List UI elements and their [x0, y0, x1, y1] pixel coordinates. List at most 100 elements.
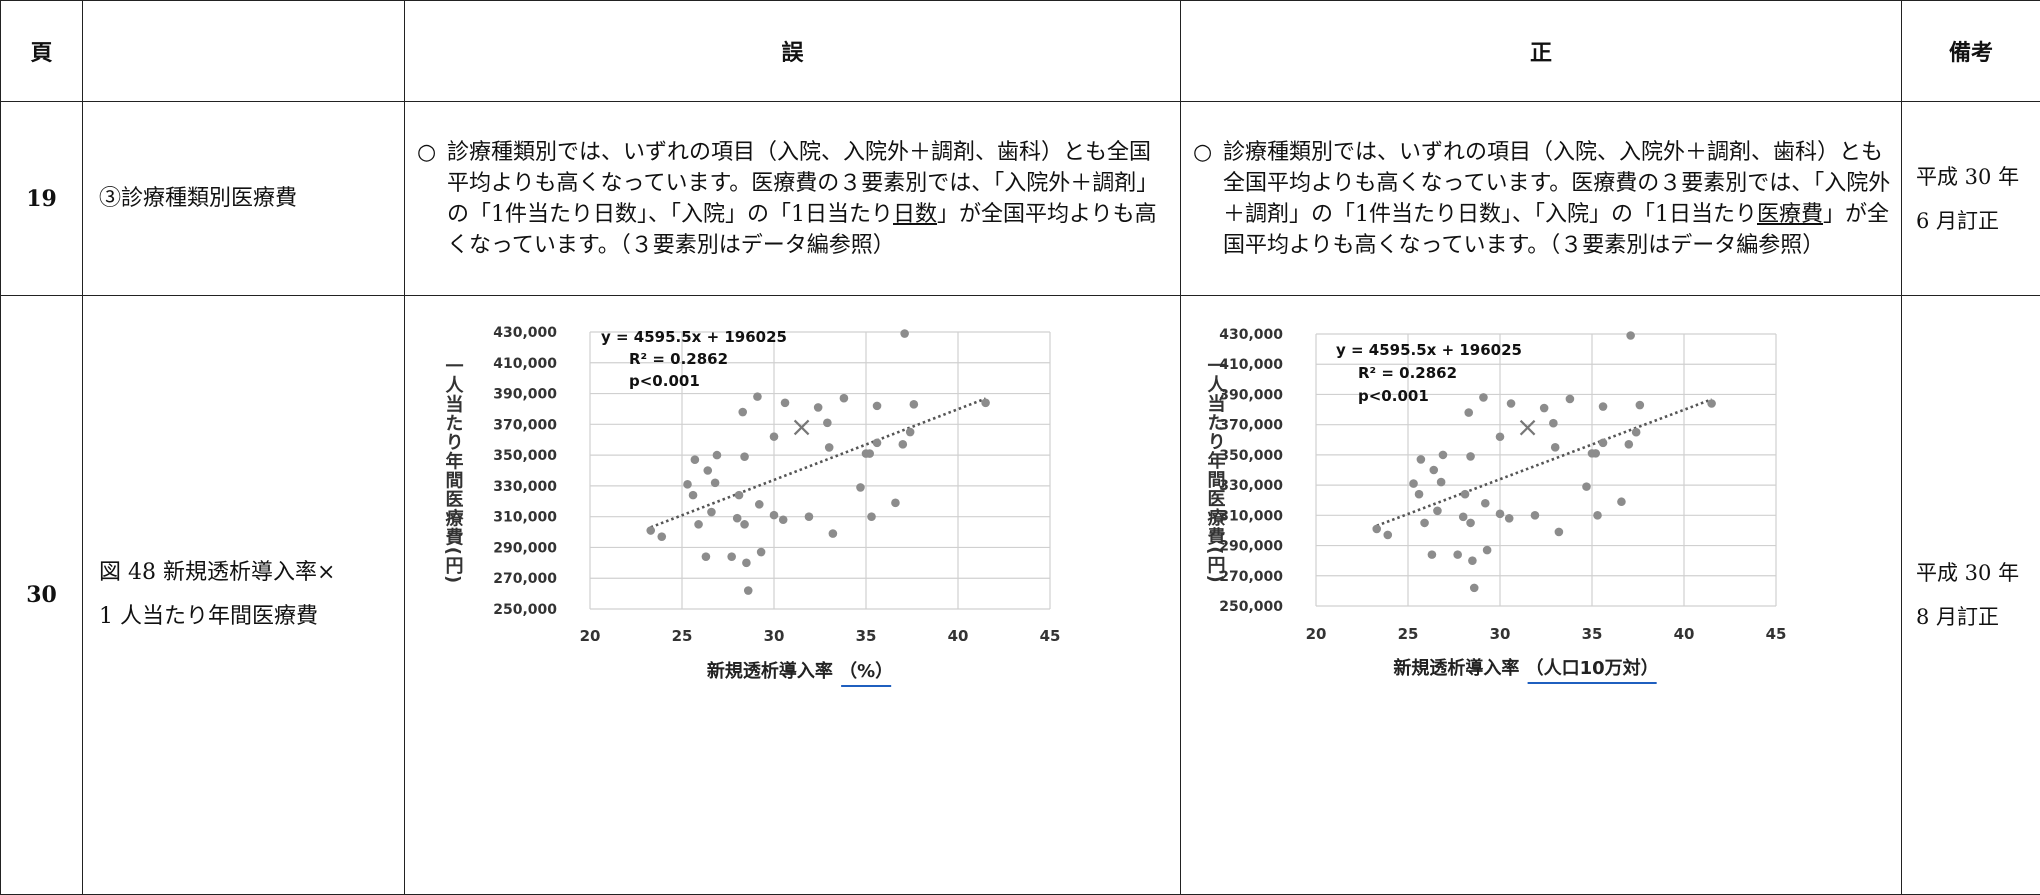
data-point	[1626, 330, 1635, 340]
y-tick-label: 370,000	[493, 417, 557, 433]
data-point	[712, 450, 722, 459]
data-point	[742, 558, 751, 567]
data-point	[1383, 530, 1393, 539]
data-point	[1416, 454, 1426, 464]
wrong-text-part1: 診療種類別では、いずれの項目（入院、入院外＋調剤、歯科）とも全国平均よりも高くな…	[447, 139, 1159, 227]
right-text-part1: 診療種類別では、いずれの項目（入院、入院外＋調剤、歯科）とも全国平均よりも高くな…	[1223, 139, 1891, 227]
data-point	[703, 465, 713, 475]
y-tick-label: 390,000	[1219, 387, 1283, 403]
y-tick-label: 330,000	[1219, 478, 1283, 494]
wrong-scatter-chart: 20 25 30 35 40 45 430,000 410,000 390,000 370,000…	[443, 325, 1060, 687]
data-point	[891, 498, 900, 507]
data-point	[1420, 518, 1429, 527]
item-title: ③診療種類別医療費	[82, 101, 405, 296]
data-point	[1598, 438, 1608, 447]
data-point	[1429, 465, 1439, 474]
data-point	[1591, 448, 1600, 458]
circle-bullet: ○	[417, 139, 437, 165]
data-point	[824, 442, 834, 452]
data-point	[690, 454, 700, 464]
wrong-chart-cell: 20 25 30 35 40 45 430,000 410,000 390,000 370,000…	[404, 295, 1181, 895]
y-tick-label: 250,000	[1219, 599, 1283, 615]
y-tick-label: 290,000	[1219, 538, 1283, 554]
note-cell: 平成 30 年 6 月訂正	[1901, 101, 2040, 296]
data-point	[740, 519, 749, 529]
header-wrong: 誤	[404, 0, 1181, 102]
data-point	[1565, 394, 1575, 403]
data-point	[734, 490, 744, 499]
data-point	[1530, 510, 1540, 520]
data-point	[813, 402, 823, 412]
data-point	[909, 399, 919, 409]
data-point	[828, 528, 838, 538]
data-point	[732, 513, 742, 523]
x-axis-title: 新規透析導入率 （人口10万対）	[1393, 657, 1658, 679]
data-point	[1495, 431, 1505, 441]
header-page: 頁	[0, 0, 83, 102]
data-point	[898, 439, 908, 449]
regression-annotation: R² = 0.2862	[629, 350, 728, 368]
data-point	[727, 551, 736, 561]
right-text-cell: ○ 診療種類別では、いずれの項目（入院、入院外＋調剤、歯科）とも全国平均よりも高く…	[1180, 101, 1902, 296]
right-chart-cell: 20 25 30 35 40 45 430,000 410,000 390,000 370,000…	[1180, 295, 1902, 895]
x-axis-title-unit: （%）	[839, 661, 893, 682]
data-point	[823, 417, 832, 427]
y-tick-label: 370,000	[1219, 417, 1283, 433]
page-number: 30	[0, 295, 83, 895]
data-point	[688, 490, 698, 499]
data-point	[981, 397, 990, 407]
y-tick-label: 330,000	[493, 478, 557, 494]
y-tick-label: 310,000	[493, 509, 557, 525]
data-point	[1436, 477, 1446, 486]
data-point	[1635, 400, 1645, 409]
x-tick-label: 40	[948, 627, 969, 645]
data-point	[1593, 510, 1602, 520]
note-cell: 平成 30 年 8 月訂正	[1901, 295, 2040, 895]
right-paragraph: ○ 診療種類別では、いずれの項目（入院、入院外＋調剤、歯科）とも全国平均よりも高く…	[1193, 137, 1891, 261]
wrong-paragraph: ○ 診療種類別では、いずれの項目（入院、入院外＋調剤、歯科）とも全国平均よりも高く…	[417, 137, 1170, 261]
data-point	[1506, 398, 1516, 408]
x-axis-title-unit: （人口10万対）	[1526, 657, 1659, 679]
data-point	[657, 531, 667, 541]
data-point	[872, 401, 882, 410]
y-tick-label: 250,000	[493, 602, 557, 618]
y-tick-label: 430,000	[493, 325, 557, 341]
wrong-underlined-term: 日数	[893, 201, 938, 227]
circle-bullet: ○	[1193, 139, 1213, 165]
data-point	[1479, 392, 1488, 402]
regression-annotation: y = 4595.5x + 196025	[1336, 341, 1522, 359]
data-point	[872, 438, 882, 447]
x-axis-title: 新規透析導入率 （%）	[707, 660, 893, 682]
y-tick-label: 390,000	[493, 386, 557, 402]
data-point	[1427, 549, 1437, 559]
item-title-line2: 1 人当たり年間医療費	[99, 604, 318, 629]
data-point	[701, 551, 711, 561]
note-line2: 8 月訂正	[1916, 605, 2000, 629]
right-text-part2: 」が全国平均よりも高くなっています。（３要素別はデータ編参照）	[1223, 201, 1890, 258]
x-tick-label: 35	[1582, 625, 1603, 643]
data-point	[905, 427, 915, 436]
wrong-text-cell: ○ 診療種類別では、いずれの項目（入院、入院外＋調剤、歯科）とも全国平均よりも高く…	[404, 101, 1181, 296]
data-point	[1480, 498, 1490, 508]
data-point	[743, 585, 753, 595]
x-tick-label: 25	[672, 627, 693, 645]
data-point	[646, 525, 656, 535]
page-number: 19	[0, 101, 83, 296]
y-tick-label: 350,000	[493, 448, 557, 464]
regression-annotation: p<0.001	[629, 372, 700, 390]
item-title-line1: 図 48 新規透析導入率×	[99, 560, 336, 585]
data-point	[707, 507, 716, 516]
data-point	[738, 407, 748, 416]
data-point	[1554, 527, 1564, 536]
data-point	[1409, 478, 1418, 488]
data-point	[1495, 509, 1505, 518]
x-tick-label: 20	[1306, 625, 1327, 643]
y-tick-label: 430,000	[1219, 327, 1283, 343]
marker-point	[1519, 419, 1536, 435]
data-point	[1466, 518, 1475, 527]
data-point	[856, 482, 865, 492]
data-point	[753, 391, 762, 401]
right-underlined-term: 医療費	[1757, 201, 1824, 227]
data-point	[1453, 549, 1462, 559]
